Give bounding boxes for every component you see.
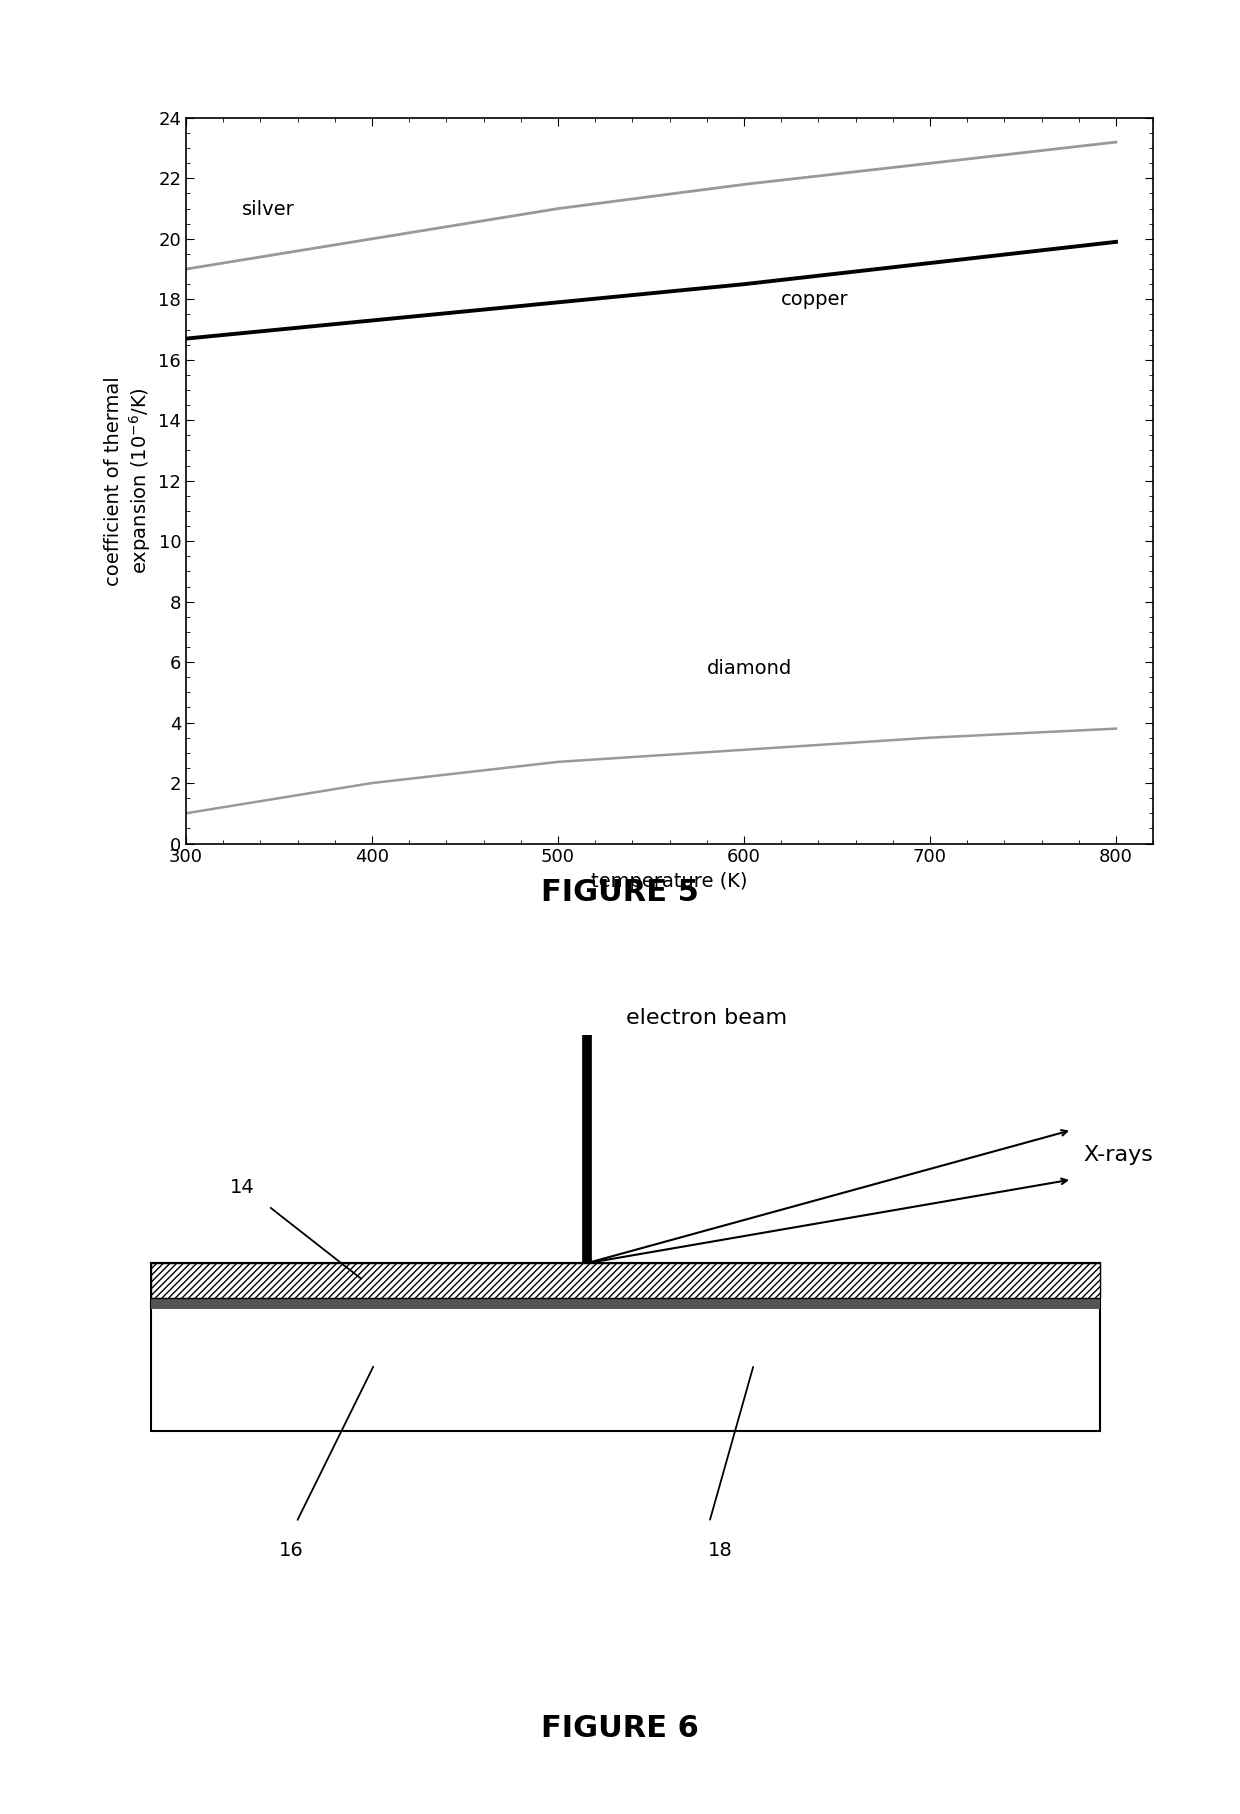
- Text: FIGURE 6: FIGURE 6: [541, 1714, 699, 1743]
- X-axis label: temperature (K): temperature (K): [591, 873, 748, 891]
- Text: X-rays: X-rays: [1084, 1145, 1153, 1165]
- Text: copper: copper: [781, 290, 849, 310]
- Text: silver: silver: [242, 200, 295, 219]
- Text: 18: 18: [708, 1542, 733, 1560]
- Text: 16: 16: [279, 1542, 303, 1560]
- Text: diamond: diamond: [707, 658, 792, 678]
- Text: FIGURE 5: FIGURE 5: [541, 878, 699, 907]
- Text: 14: 14: [231, 1177, 255, 1197]
- Text: electron beam: electron beam: [626, 1009, 786, 1029]
- Bar: [151, 1263, 1100, 1431]
- Bar: [151, 1263, 1100, 1297]
- Y-axis label: coefficient of thermal
expansion (10$^{-6}$/K): coefficient of thermal expansion (10$^{-…: [104, 375, 153, 586]
- Bar: [151, 1297, 1100, 1310]
